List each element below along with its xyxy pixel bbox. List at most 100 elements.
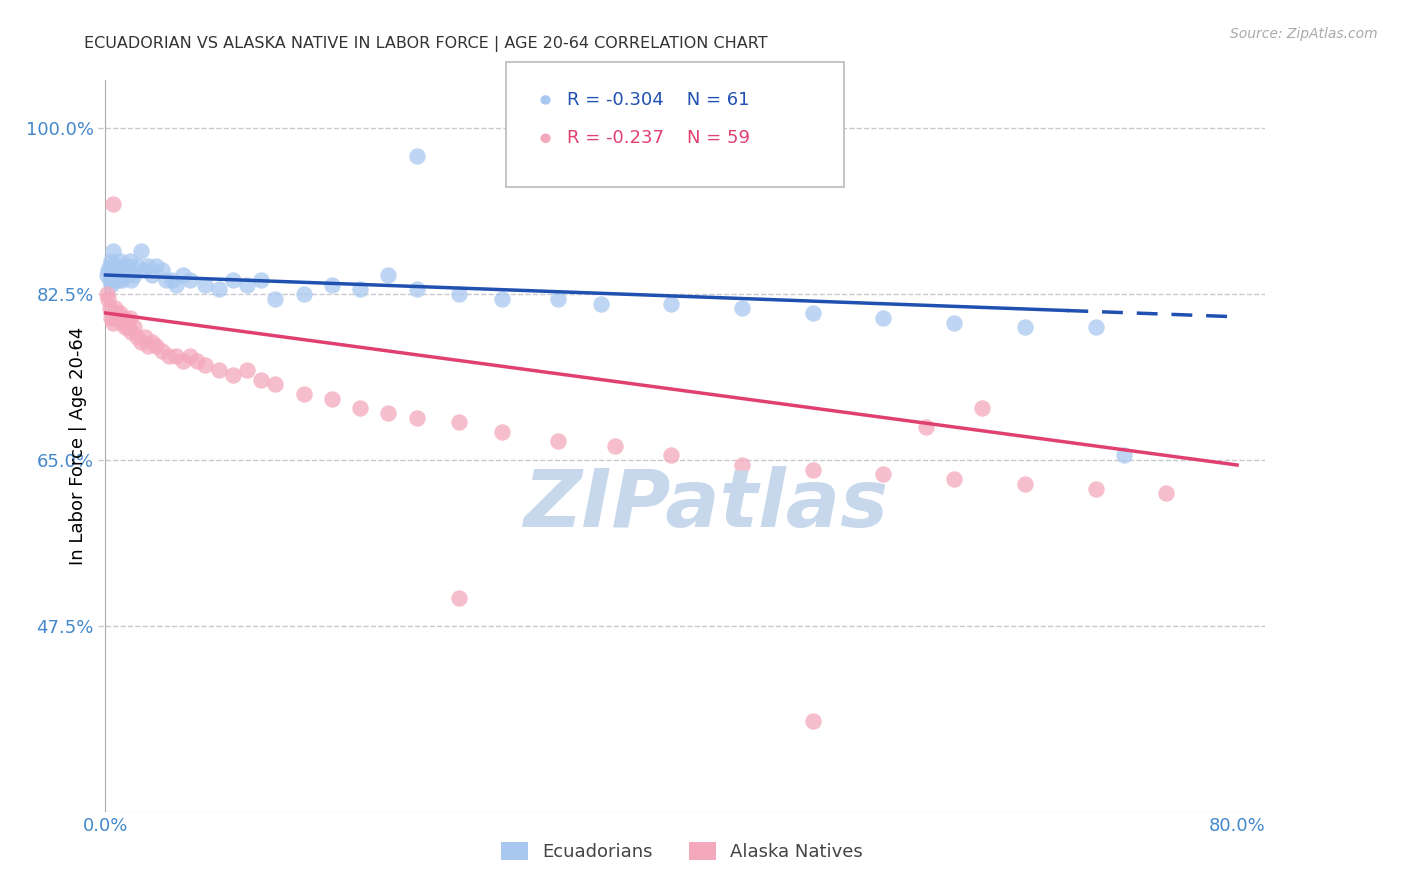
Point — [105, 306, 128, 320]
Point — [193, 277, 215, 292]
Point — [731, 301, 754, 316]
Point — [172, 268, 194, 282]
Point — [110, 263, 132, 277]
Point — [603, 439, 626, 453]
Point — [449, 591, 471, 605]
Point — [129, 334, 152, 349]
Point — [801, 714, 824, 729]
Point — [250, 372, 273, 386]
Point — [1112, 449, 1135, 463]
Point — [97, 292, 120, 306]
Point — [250, 273, 273, 287]
Point — [377, 406, 399, 420]
Point — [172, 353, 194, 368]
Text: ZIPatlas: ZIPatlas — [523, 466, 887, 543]
Point — [108, 253, 131, 268]
Point — [105, 263, 128, 277]
Point — [122, 320, 145, 334]
Point — [1084, 320, 1107, 334]
Point — [915, 420, 938, 434]
Point — [145, 259, 167, 273]
Point — [112, 310, 135, 325]
Text: ECUADORIAN VS ALASKA NATIVE IN LABOR FORCE | AGE 20-64 CORRELATION CHART: ECUADORIAN VS ALASKA NATIVE IN LABOR FOR… — [84, 36, 768, 52]
Point — [731, 458, 754, 472]
Point — [659, 296, 682, 310]
Point — [120, 273, 142, 287]
Point — [134, 330, 156, 344]
Point — [96, 268, 118, 282]
Point — [801, 306, 824, 320]
Point — [136, 259, 159, 273]
Point — [118, 310, 141, 325]
Point — [103, 310, 125, 325]
Point — [101, 196, 124, 211]
Point — [405, 282, 427, 296]
Point — [222, 368, 245, 382]
Point — [236, 363, 259, 377]
Point — [222, 273, 245, 287]
Point — [193, 358, 215, 372]
Point — [97, 263, 120, 277]
Point — [125, 259, 148, 273]
Legend: Ecuadorians, Alaska Natives: Ecuadorians, Alaska Natives — [494, 835, 870, 869]
Point — [129, 244, 152, 259]
Point — [321, 392, 343, 406]
Point — [150, 263, 173, 277]
Point — [405, 410, 427, 425]
Point — [179, 273, 201, 287]
Point — [349, 401, 371, 415]
Point — [972, 401, 994, 415]
Point — [98, 273, 121, 287]
Point — [112, 268, 135, 282]
Point — [801, 463, 824, 477]
Point — [872, 467, 894, 482]
Point — [264, 292, 287, 306]
Point — [165, 277, 187, 292]
Point — [110, 310, 132, 325]
Point — [115, 316, 138, 330]
Text: R = -0.237    N = 59: R = -0.237 N = 59 — [567, 129, 749, 147]
Point — [107, 273, 129, 287]
Point — [98, 301, 121, 316]
Point — [1014, 477, 1036, 491]
Point — [115, 268, 138, 282]
Point — [125, 330, 148, 344]
Point — [547, 434, 569, 449]
Point — [150, 344, 173, 359]
Point — [405, 149, 427, 163]
Point — [208, 363, 231, 377]
Point — [157, 349, 180, 363]
Text: R = -0.304    N = 61: R = -0.304 N = 61 — [567, 91, 749, 109]
Point — [236, 277, 259, 292]
Point — [943, 316, 966, 330]
Point — [117, 259, 139, 273]
Point — [104, 301, 127, 316]
Point — [101, 263, 124, 277]
Text: Source: ZipAtlas.com: Source: ZipAtlas.com — [1230, 27, 1378, 41]
Point — [101, 244, 124, 259]
Point — [104, 259, 127, 273]
Point — [100, 310, 122, 325]
Point — [122, 268, 145, 282]
Point — [101, 316, 124, 330]
Point — [141, 268, 163, 282]
Point — [118, 253, 141, 268]
Point — [100, 277, 122, 292]
Point — [1084, 482, 1107, 496]
Point — [547, 292, 569, 306]
Point — [114, 320, 136, 334]
Point — [186, 353, 208, 368]
Point — [120, 325, 142, 339]
Point — [491, 292, 513, 306]
Point — [377, 268, 399, 282]
Point — [107, 310, 129, 325]
Point — [98, 259, 121, 273]
Point — [1156, 486, 1178, 500]
Point — [349, 282, 371, 296]
Y-axis label: In Labor Force | Age 20-64: In Labor Force | Age 20-64 — [69, 326, 87, 566]
Point — [108, 268, 131, 282]
Point — [872, 310, 894, 325]
Point — [108, 306, 131, 320]
Point — [111, 259, 134, 273]
Point — [145, 339, 167, 353]
